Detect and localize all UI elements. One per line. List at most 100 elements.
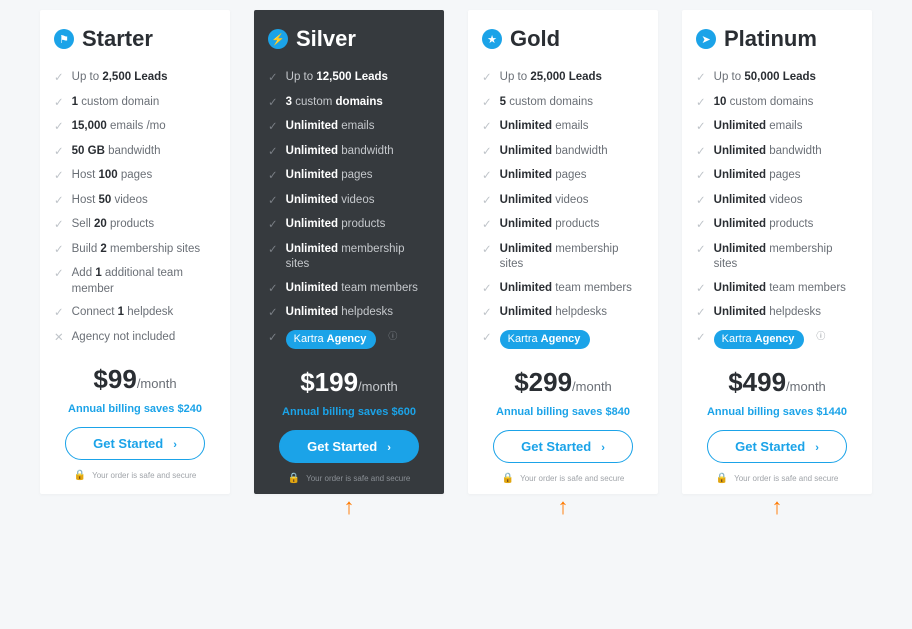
feature-text: Unlimited helpdesks [500,305,607,321]
price-period: /month [786,379,826,394]
chevron-right-icon: › [601,442,605,454]
check-icon: ✓ [268,243,278,259]
lock-icon: 🔒 [502,473,514,484]
get-started-button[interactable]: Get Started› [707,430,847,463]
feature-item: ✓1 custom domain [54,91,216,116]
secure-note: 🔒Your order is safe and secure [54,470,216,481]
plan-card-platinum: ➤Platinum ✓ Up to 50,000 Leads ✓ 10 custom d… [682,10,872,494]
feature-text: Unlimited videos [500,193,589,209]
feature-item: ✓Unlimited membership sites [696,238,858,277]
price-amount: $299 [514,367,572,397]
check-icon: ✓ [696,71,706,87]
check-icon: ✓ [54,243,64,259]
price-amount: $199 [300,367,358,397]
secure-note: 🔒 Your order is safe and secure [482,473,644,484]
check-icon: ✓ [696,331,706,347]
pointer-arrow-icon: ↑ [344,494,355,520]
feature-item: ✓Unlimited videos [696,189,858,214]
feature-text: Unlimited team members [286,281,418,297]
pointer-arrow-icon: ↑ [772,494,783,520]
nav-icon: ➤ [696,29,716,49]
feature-text: Unlimited emails [286,119,375,135]
feature-item: ✓Up to 2,500 Leads [54,66,216,91]
price-period: /month [572,379,612,394]
check-icon: ✓ [482,282,492,298]
feature-text: Unlimited pages [500,168,587,184]
check-icon: ✓ [696,96,706,112]
feature-item: ✓5 custom domains [482,91,644,116]
plan-title-row: ⚡Silver [268,26,430,52]
feature-item: ✓Unlimited team members [696,277,858,302]
agency-badge: Kartra Agency [500,330,591,349]
feature-text: Up to 2,500 Leads [72,70,168,86]
annual-savings-link[interactable]: Annual billing saves $840 [482,406,644,418]
feature-item: ✓ Up to 50,000 Leads [696,66,858,91]
secure-text: Your order is safe and secure [520,474,624,483]
feature-item: ✓Unlimited bandwidth [696,140,858,165]
feature-text: 10 custom domains [714,95,814,111]
feature-text: Unlimited membership sites [286,242,430,273]
feature-item: ✓ Unlimited pages [696,164,858,189]
feature-text: Unlimited helpdesks [714,305,821,321]
feature-text: Unlimited products [714,217,814,233]
feature-text: Unlimited pages [714,168,801,184]
feature-item: ✓Sell 20 products [54,213,216,238]
help-icon[interactable]: ⓘ [388,330,397,342]
check-icon: ✓ [482,218,492,234]
chevron-right-icon: › [173,439,177,451]
bolt-icon: ⚡ [268,29,288,49]
feature-text: Up to 50,000 Leads [714,70,816,86]
feature-item: ✓Unlimited products [482,213,644,238]
feature-text: Unlimited bandwidth [714,144,822,160]
feature-text: 3 custom domains [286,95,383,111]
check-icon: ✓ [268,331,278,347]
flag-icon: ⚑ [54,29,74,49]
feature-text: 1 custom domain [72,95,160,111]
plan-title: Starter [82,26,153,52]
annual-savings-link[interactable]: Annual billing saves $240 [54,403,216,415]
plan-title: Gold [510,26,560,52]
lock-icon: 🔒 [74,470,86,481]
check-icon: ✓ [268,145,278,161]
annual-savings-link[interactable]: Annual billing saves $1440 [696,406,858,418]
feature-item: ✓Up to 12,500 Leads [268,66,430,91]
check-icon: ✓ [696,243,706,259]
help-icon[interactable]: ⓘ [816,330,825,342]
feature-text: Host 50 videos [72,193,148,209]
plan-title-row: ➤Platinum [696,26,858,52]
check-icon: ✓ [696,169,706,185]
price-period: /month [137,376,177,391]
check-icon: ✓ [696,306,706,322]
feature-text: Unlimited videos [714,193,803,209]
feature-text: Agency not included [72,330,176,346]
feature-text: Build 2 membership sites [72,242,201,258]
feature-item: ✓Unlimited products [268,213,430,238]
annual-savings-link[interactable]: Annual billing saves $600 [268,406,430,418]
check-icon: ✓ [54,306,64,322]
feature-item: ✓Host 50 videos [54,189,216,214]
feature-item: ✓Unlimited emails [268,115,430,140]
check-icon: ✓ [54,169,64,185]
check-icon: ✓ [268,96,278,112]
feature-text: Unlimited team members [714,281,846,297]
pointer-arrow-icon: ↑ [558,494,569,520]
feature-text: Unlimited emails [714,119,803,135]
star-icon: ★ [482,29,502,49]
feature-item: ✓Unlimited emails [482,115,644,140]
get-started-button[interactable]: Get Started› [493,430,633,463]
check-icon: ✓ [482,194,492,210]
feature-text: Unlimited membership sites [500,242,644,273]
feature-item: ✓Up to 25,000 Leads [482,66,644,91]
feature-list: ✓Up to 25,000 Leads✓5 custom domains✓Unl… [482,66,644,353]
get-started-button[interactable]: Get Started› [279,430,419,463]
feature-item: ✓Unlimited pages [482,164,644,189]
check-icon: ✓ [482,243,492,259]
price-row: $99/month [54,364,216,395]
check-icon: ✓ [696,120,706,136]
get-started-button[interactable]: Get Started› [65,427,205,460]
feature-item: ✓ Build 2 membership sites [54,238,216,263]
x-icon: ✕ [54,331,64,347]
feature-text: Unlimited team members [500,281,632,297]
feature-list: ✓Up to 12,500 Leads✓3 custom domains✓Unl… [268,66,430,353]
feature-item: ✓Unlimited pages [268,164,430,189]
